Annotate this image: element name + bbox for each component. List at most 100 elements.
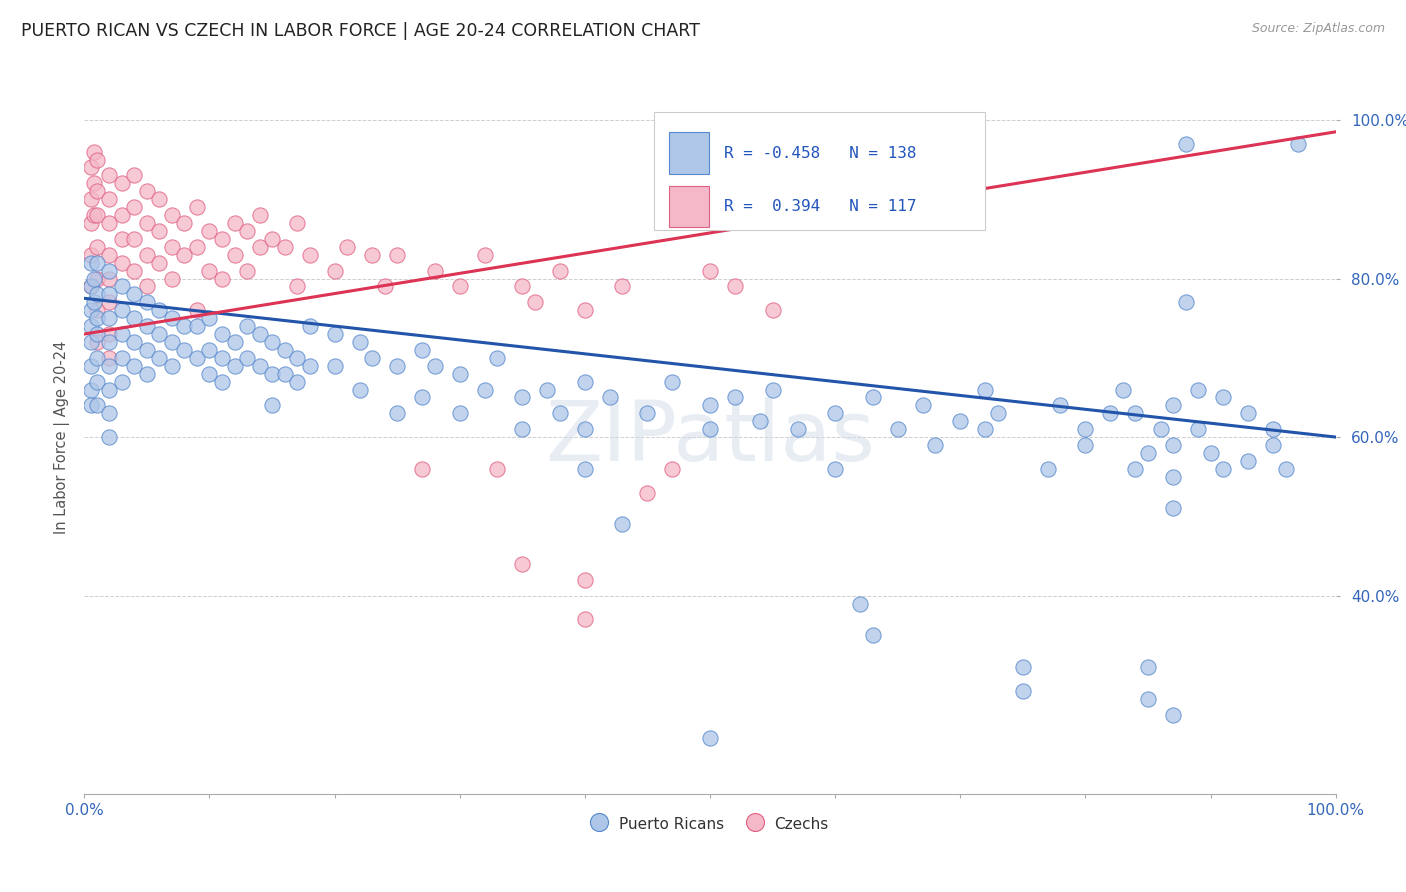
FancyBboxPatch shape xyxy=(669,186,709,227)
Legend: Puerto Ricans, Czechs: Puerto Ricans, Czechs xyxy=(585,809,835,839)
Point xyxy=(79,192,101,206)
Point xyxy=(548,406,571,420)
Point xyxy=(79,248,101,262)
Point xyxy=(323,326,346,341)
Point xyxy=(79,255,101,269)
Point xyxy=(249,208,271,222)
Point xyxy=(336,240,359,254)
Point xyxy=(86,153,108,167)
Point xyxy=(699,422,721,436)
Point xyxy=(136,248,159,262)
Point xyxy=(285,216,308,230)
Point xyxy=(1174,136,1197,151)
Point xyxy=(224,359,246,373)
Point xyxy=(724,279,747,293)
Point xyxy=(98,383,121,397)
Point xyxy=(1012,683,1035,698)
Point xyxy=(160,240,183,254)
Point xyxy=(1263,422,1285,436)
Point xyxy=(1149,422,1171,436)
Point xyxy=(173,248,195,262)
Point xyxy=(236,224,259,238)
Point xyxy=(98,192,121,206)
Point xyxy=(124,287,146,301)
Point xyxy=(1125,462,1147,476)
Point xyxy=(762,383,785,397)
Point xyxy=(186,240,208,254)
Point xyxy=(262,367,284,381)
Point xyxy=(1012,660,1035,674)
Point xyxy=(924,438,946,452)
Point xyxy=(262,398,284,412)
Point xyxy=(173,319,195,334)
Point xyxy=(637,485,659,500)
Point xyxy=(83,271,105,285)
Point xyxy=(236,351,259,365)
Point xyxy=(724,391,747,405)
Point xyxy=(486,462,509,476)
Point xyxy=(79,303,101,318)
Point xyxy=(160,311,183,326)
Point xyxy=(86,184,108,198)
Point xyxy=(124,169,146,183)
Point xyxy=(148,224,170,238)
Point xyxy=(98,169,121,183)
Point xyxy=(285,375,308,389)
Text: PUERTO RICAN VS CZECH IN LABOR FORCE | AGE 20-24 CORRELATION CHART: PUERTO RICAN VS CZECH IN LABOR FORCE | A… xyxy=(21,22,700,40)
Point xyxy=(98,287,121,301)
Point xyxy=(111,326,134,341)
Point xyxy=(124,263,146,277)
Point xyxy=(111,255,134,269)
Point xyxy=(136,319,159,334)
Point xyxy=(949,414,972,428)
Point xyxy=(1187,383,1209,397)
Point xyxy=(111,232,134,246)
Point xyxy=(612,279,634,293)
Point xyxy=(1161,707,1184,722)
Point xyxy=(285,279,308,293)
Point xyxy=(160,271,183,285)
Point xyxy=(148,303,170,318)
Point xyxy=(1161,438,1184,452)
Point xyxy=(824,462,846,476)
Point xyxy=(474,248,496,262)
Point xyxy=(1074,438,1097,452)
Point xyxy=(512,391,534,405)
Point xyxy=(285,351,308,365)
Point xyxy=(111,351,134,365)
Point xyxy=(1161,398,1184,412)
Point xyxy=(98,271,121,285)
Point xyxy=(136,367,159,381)
Point xyxy=(224,216,246,230)
Point xyxy=(361,351,384,365)
Point xyxy=(1212,391,1234,405)
Point xyxy=(98,359,121,373)
FancyBboxPatch shape xyxy=(654,112,986,230)
Point xyxy=(486,351,509,365)
Point xyxy=(136,279,159,293)
Point xyxy=(198,311,221,326)
Point xyxy=(148,326,170,341)
Point xyxy=(86,271,108,285)
Point xyxy=(198,224,221,238)
Point xyxy=(160,359,183,373)
Y-axis label: In Labor Force | Age 20-24: In Labor Force | Age 20-24 xyxy=(55,341,70,533)
Point xyxy=(474,383,496,397)
Point xyxy=(323,359,346,373)
Point xyxy=(699,263,721,277)
Point xyxy=(111,279,134,293)
Point xyxy=(1212,462,1234,476)
Text: R =  0.394   N = 117: R = 0.394 N = 117 xyxy=(724,199,917,214)
Point xyxy=(211,232,233,246)
Point xyxy=(79,279,101,293)
Point xyxy=(411,391,433,405)
Point xyxy=(98,326,121,341)
Point xyxy=(198,367,221,381)
Point xyxy=(523,295,546,310)
Point xyxy=(249,359,271,373)
Point xyxy=(1174,295,1197,310)
Point xyxy=(98,406,121,420)
Point xyxy=(749,414,772,428)
Point xyxy=(224,248,246,262)
Point xyxy=(374,279,396,293)
